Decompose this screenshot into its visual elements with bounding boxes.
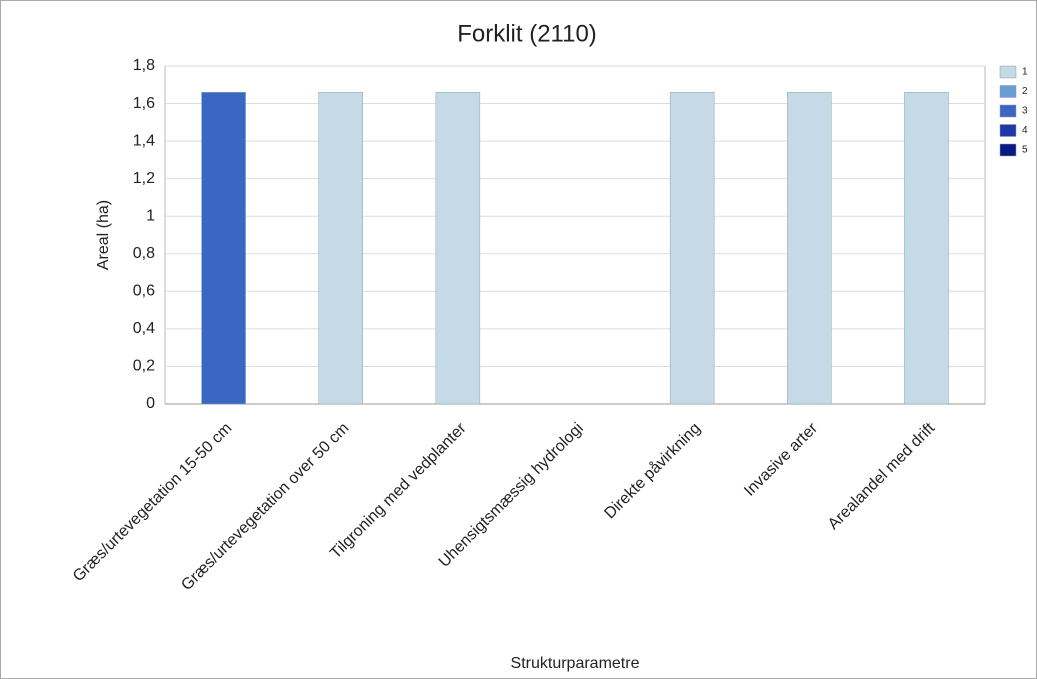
legend-label: 2	[1022, 86, 1028, 97]
y-tick-label: 0,8	[133, 245, 155, 262]
legend-label: 3	[1022, 106, 1028, 117]
legend-swatch	[999, 85, 1017, 98]
y-tick-label: 1,6	[133, 95, 155, 112]
legend-label: 5	[1022, 145, 1028, 156]
y-tick-label: 0,4	[133, 320, 155, 337]
chart-title: Forklit (2110)	[457, 20, 597, 47]
bar	[904, 92, 949, 405]
y-tick-label: 0,6	[133, 283, 155, 300]
bar	[669, 92, 715, 405]
legend-label: 1	[1022, 67, 1028, 78]
y-tick-label: 0,2	[133, 358, 155, 375]
bar	[787, 92, 832, 405]
bar	[318, 92, 363, 405]
y-axis-title: Areal (ha)	[95, 200, 112, 270]
plot-area	[164, 65, 986, 405]
legend-label: 4	[1022, 125, 1028, 136]
y-tick-label: 0	[146, 395, 155, 412]
bar	[435, 92, 481, 405]
y-tick-label: 1,2	[133, 170, 155, 187]
bar	[201, 92, 246, 405]
legend-swatch	[999, 143, 1017, 157]
legend-swatch	[999, 124, 1017, 137]
x-axis-title: Strukturparametre	[511, 655, 640, 672]
legend-swatch	[999, 104, 1017, 118]
y-tick-label: 1,4	[133, 132, 155, 149]
y-tick-label: 1,8	[133, 57, 155, 74]
legend-swatch	[999, 65, 1017, 79]
y-tick-label: 1	[146, 207, 155, 224]
